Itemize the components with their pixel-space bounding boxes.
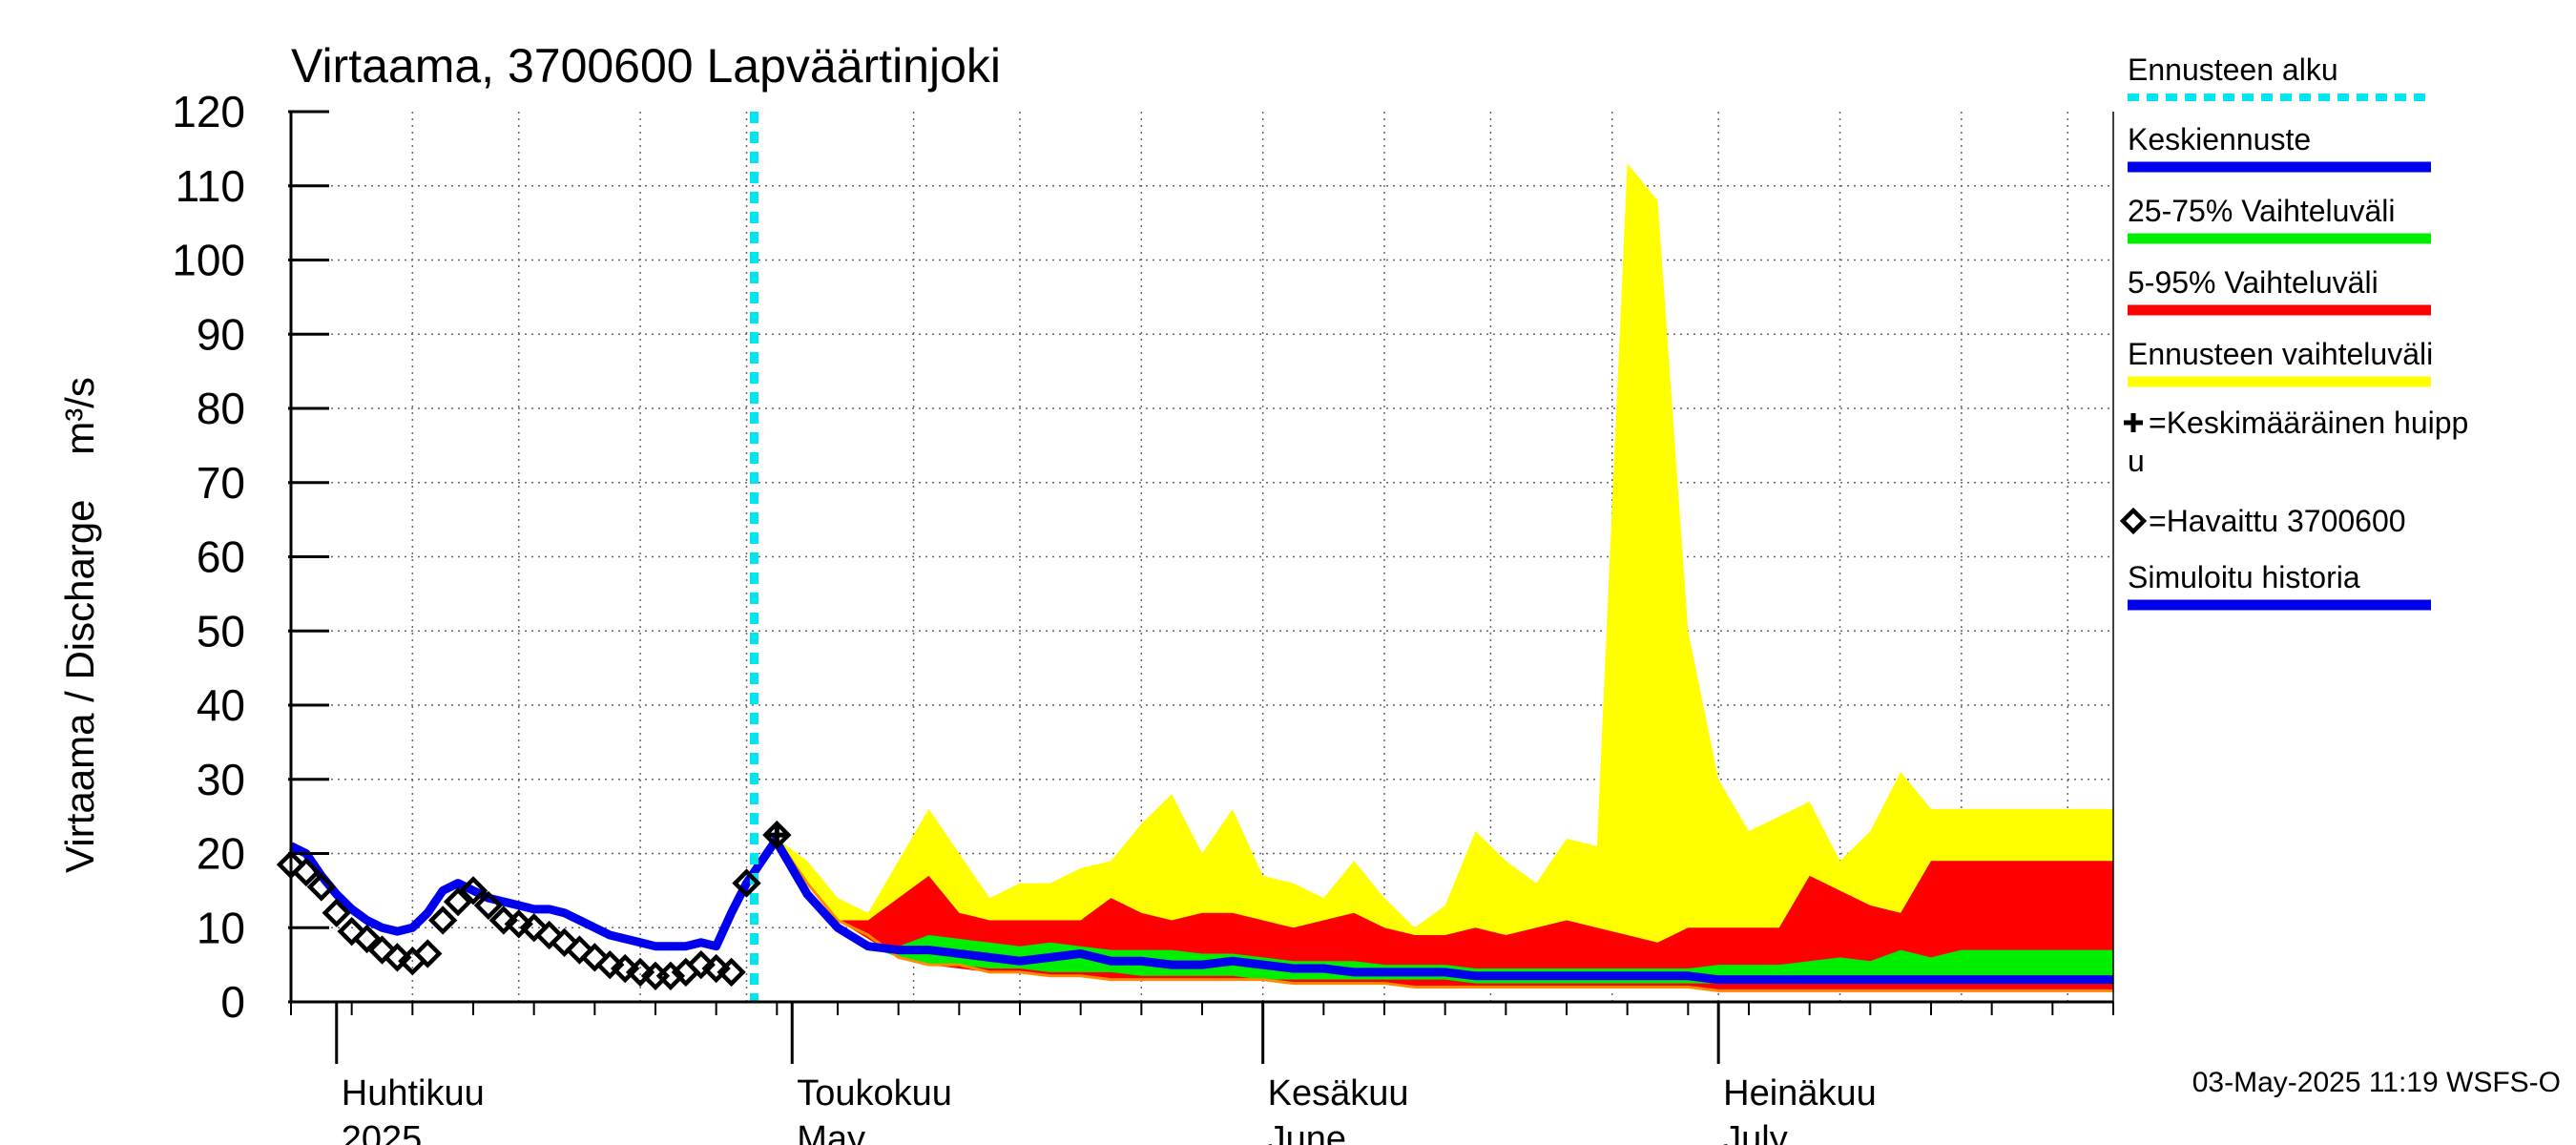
chart-title: Virtaama, 3700600 Lapväärtinjoki bbox=[291, 39, 1001, 93]
simulated-history-line bbox=[289, 836, 781, 951]
y-tick-label: 50 bbox=[197, 606, 245, 656]
y-tick-label: 100 bbox=[172, 236, 245, 285]
observed-point bbox=[655, 961, 686, 990]
observed-point bbox=[367, 935, 397, 965]
observed-point bbox=[473, 890, 504, 921]
observed-markers bbox=[276, 820, 792, 990]
observed-point bbox=[427, 906, 458, 935]
observed-point bbox=[550, 927, 579, 957]
y-tick-label: 80 bbox=[197, 384, 245, 433]
y-axis-label: Virtaama / Discharge m³/s bbox=[57, 377, 102, 873]
y-tick-label: 70 bbox=[197, 458, 245, 508]
observed-point bbox=[565, 935, 594, 965]
legend-label: Simuloitu historia bbox=[2128, 560, 2360, 594]
legend-item: Ennusteen vaihteluväli bbox=[2128, 337, 2433, 387]
observed-point bbox=[306, 872, 337, 902]
observed-point bbox=[519, 913, 549, 943]
band-lower-edge bbox=[776, 838, 2113, 992]
observed-point bbox=[504, 909, 533, 939]
month-label-en: July bbox=[1723, 1119, 1788, 1145]
month-label-en: June bbox=[1268, 1119, 1346, 1145]
y-tick-label: 30 bbox=[197, 755, 245, 804]
legend-plus-marker bbox=[2124, 413, 2143, 432]
legend-label: Ennusteen vaihteluväli bbox=[2128, 337, 2433, 371]
forecast-mean-line bbox=[773, 840, 2113, 985]
month-label: Heinäkuu bbox=[1723, 1073, 1877, 1114]
observed-point bbox=[383, 943, 412, 972]
observed-point bbox=[291, 857, 322, 887]
legend-item: =Havaittu 3700600 bbox=[2119, 504, 2406, 538]
observed-point bbox=[580, 943, 610, 972]
observed-point bbox=[701, 953, 731, 984]
observed-point bbox=[717, 957, 746, 988]
timestamp-footer: 03-May-2025 11:19 WSFS-O bbox=[2192, 1067, 2561, 1098]
observed-point bbox=[732, 868, 761, 898]
y-tick-label: 90 bbox=[197, 309, 245, 359]
observed-point bbox=[322, 898, 351, 927]
legend-label: Keskiennuste bbox=[2128, 122, 2311, 156]
observed-point bbox=[413, 939, 443, 968]
observed-point bbox=[686, 949, 716, 980]
legend-label: 5-95% Vaihteluväli bbox=[2128, 265, 2379, 300]
legend-label: =Havaittu 3700600 bbox=[2149, 504, 2406, 538]
legend-item: 5-95% Vaihteluväli bbox=[2128, 265, 2431, 316]
y-tick-label: 10 bbox=[197, 903, 245, 952]
y-tick-label: 110 bbox=[176, 161, 245, 211]
y-tick-label: 40 bbox=[197, 680, 245, 730]
forecast-bands bbox=[776, 163, 2114, 992]
observed-point bbox=[595, 949, 625, 980]
observed-point bbox=[610, 953, 640, 984]
observed-point bbox=[625, 957, 655, 988]
legend: Ennusteen alku Keskiennuste 25-75% Vaihtel… bbox=[2119, 52, 2468, 611]
legend-label: =Keskimääräinen huipp bbox=[2149, 406, 2468, 440]
legend-item: 25-75% Vaihteluväli bbox=[2128, 194, 2431, 244]
series-lines bbox=[289, 112, 2113, 1002]
legend-diamond-marker bbox=[2119, 507, 2148, 535]
month-label-en: 2025 bbox=[342, 1119, 423, 1145]
month-label: Toukokuu bbox=[797, 1073, 952, 1114]
band-25-75 bbox=[777, 845, 2114, 984]
mean-peak-marker bbox=[765, 823, 789, 847]
y-tick-label: 20 bbox=[197, 829, 245, 879]
axes: 0 10 20 30 40 50 60 70 80 90 100 110 120 Huhtikuu 2025… bbox=[172, 87, 2114, 1145]
legend-item: Ennusteen alku bbox=[2128, 52, 2431, 101]
legend-label: u bbox=[2128, 444, 2145, 478]
month-label: Kesäkuu bbox=[1268, 1073, 1409, 1114]
y-tick-label: 120 bbox=[172, 87, 245, 136]
legend-label: 25-75% Vaihteluväli bbox=[2128, 194, 2395, 228]
observed-point bbox=[352, 924, 382, 954]
month-label: Huhtikuu bbox=[342, 1073, 485, 1114]
legend-item: Keskiennuste bbox=[2128, 122, 2431, 173]
observed-point bbox=[534, 920, 564, 950]
y-tick-label: 0 bbox=[220, 977, 245, 1027]
legend-label: Ennusteen alku bbox=[2128, 52, 2338, 87]
y-tick-label: 60 bbox=[197, 532, 245, 582]
legend-item: Simuloitu historia bbox=[2128, 560, 2431, 611]
observed-point bbox=[443, 886, 473, 917]
month-label-en: May bbox=[797, 1119, 865, 1145]
observed-point bbox=[458, 876, 488, 906]
observed-point bbox=[762, 820, 792, 850]
observed-point bbox=[488, 906, 519, 935]
observed-point bbox=[337, 916, 366, 947]
